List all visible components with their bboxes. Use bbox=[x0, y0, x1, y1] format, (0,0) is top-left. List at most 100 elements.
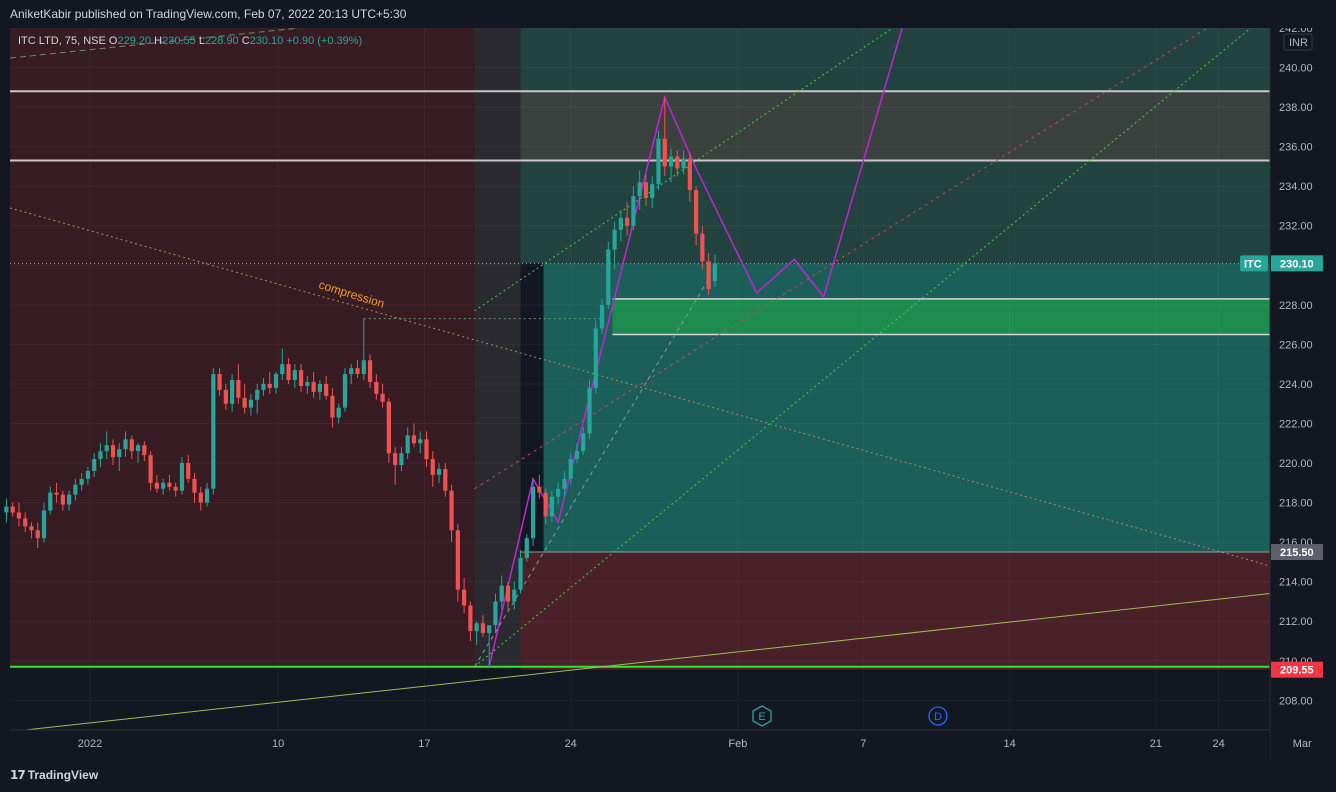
candle-body bbox=[280, 364, 285, 375]
gray-zone bbox=[474, 28, 521, 667]
candle-body bbox=[173, 486, 178, 491]
candle-body bbox=[712, 263, 718, 282]
time-tick-label: 24 bbox=[1212, 738, 1224, 750]
candle-body bbox=[48, 492, 53, 511]
candle-body bbox=[79, 478, 84, 485]
price-tick-label: 236.00 bbox=[1279, 142, 1313, 154]
time-tick-label: 17 bbox=[418, 738, 430, 750]
tradingview-logo-icon: 17 bbox=[10, 768, 26, 782]
low-label: L bbox=[198, 35, 205, 47]
candle-body bbox=[330, 395, 335, 418]
candle-body bbox=[242, 397, 247, 408]
candle-body bbox=[393, 453, 398, 466]
candle-body bbox=[4, 506, 9, 513]
candle-body bbox=[267, 383, 272, 388]
candle-body bbox=[455, 530, 460, 590]
dividend-marker-label: D bbox=[934, 711, 942, 723]
price-tick-label: 240.00 bbox=[1279, 63, 1313, 75]
candle-body bbox=[98, 451, 103, 460]
candle-body bbox=[374, 381, 379, 394]
price-tick-label: 220.00 bbox=[1279, 458, 1313, 470]
candle-body bbox=[198, 492, 203, 503]
candle-body bbox=[10, 506, 15, 513]
candle-body bbox=[92, 459, 97, 471]
time-axis-background bbox=[0, 730, 1270, 760]
candle-body bbox=[248, 399, 254, 408]
dividend-marker-icon[interactable] bbox=[928, 706, 948, 726]
candle-body bbox=[255, 389, 260, 400]
candle-body bbox=[324, 383, 329, 396]
candle-body bbox=[625, 217, 630, 226]
candle-body bbox=[662, 138, 667, 167]
price-tick-label: 238.00 bbox=[1279, 102, 1313, 114]
candle-body bbox=[135, 445, 141, 452]
candle-body bbox=[192, 478, 197, 493]
candle-body bbox=[562, 478, 567, 489]
price-tick-label: 228.00 bbox=[1279, 300, 1313, 312]
price-tick-label: 218.00 bbox=[1279, 498, 1313, 510]
candle-body bbox=[311, 381, 316, 392]
candle-body bbox=[694, 190, 699, 234]
candle-body bbox=[549, 496, 554, 517]
candle-body bbox=[386, 401, 391, 454]
candle-body bbox=[618, 217, 623, 230]
top-left-dashed-line bbox=[9, 27, 300, 59]
change-value: +0.90 (+0.39%) bbox=[286, 35, 363, 47]
candle-body bbox=[643, 182, 649, 199]
candle-body bbox=[336, 407, 341, 418]
publisher-text: AniketKabir published on TradingView.com… bbox=[10, 7, 407, 21]
candle-body bbox=[317, 383, 322, 392]
candle-body bbox=[298, 370, 304, 386]
time-tick-label: 21 bbox=[1150, 738, 1162, 750]
candle-body bbox=[186, 463, 191, 479]
candle-body bbox=[443, 468, 448, 491]
candle-body bbox=[574, 451, 580, 460]
candle-body bbox=[449, 490, 454, 531]
price-tick-label: 222.00 bbox=[1279, 418, 1313, 430]
candle-body bbox=[179, 463, 185, 491]
open-value: 229.20 bbox=[117, 35, 152, 47]
candle-body bbox=[530, 486, 536, 539]
high-label: H bbox=[154, 35, 163, 47]
candle-body bbox=[261, 383, 266, 390]
candle-body bbox=[223, 389, 228, 404]
candle-body bbox=[493, 601, 498, 626]
time-tick-label: 10 bbox=[272, 738, 284, 750]
channel-lower-line bbox=[474, 11, 1271, 668]
candle-body bbox=[273, 374, 279, 388]
symbol-legend: ITC LTD, 75, NSE O229.20 H230.55 L228.90… bbox=[18, 35, 362, 47]
symbol-price-tag bbox=[1240, 255, 1268, 272]
candle-body bbox=[424, 439, 429, 460]
candle-body bbox=[700, 233, 705, 262]
price-tick-label: 208.00 bbox=[1279, 695, 1313, 707]
projection-path bbox=[488, 17, 906, 667]
candle-body bbox=[117, 449, 122, 458]
candle-body bbox=[675, 156, 680, 169]
gray-diagonal-line bbox=[474, 278, 710, 667]
price-tick-label: 224.00 bbox=[1279, 379, 1313, 391]
candle-body bbox=[681, 158, 686, 169]
candle-body bbox=[204, 488, 210, 503]
candle-body bbox=[230, 379, 235, 404]
stop-zone bbox=[520, 552, 1270, 670]
open-label: O bbox=[108, 35, 118, 47]
tradingview-logo[interactable]: 17 TradingView bbox=[10, 768, 98, 782]
candle-body bbox=[468, 605, 473, 632]
currency-badge bbox=[1283, 33, 1313, 51]
price-tag-value: 230.10 bbox=[1280, 258, 1314, 270]
low-value: 228.90 bbox=[204, 35, 239, 47]
candle-body bbox=[593, 328, 598, 388]
candle-body bbox=[123, 439, 128, 450]
earnings-marker-icon[interactable] bbox=[752, 705, 772, 727]
price-axis-background bbox=[1270, 28, 1336, 760]
candle-body bbox=[499, 585, 504, 602]
candle-body bbox=[399, 453, 404, 466]
candle-body bbox=[599, 304, 605, 329]
candle-body bbox=[54, 492, 59, 495]
earnings-marker-label: E bbox=[758, 711, 765, 723]
candle-body bbox=[405, 435, 410, 454]
candle-body bbox=[568, 459, 573, 479]
symbol-name: ITC LTD, 75, NSE bbox=[18, 35, 106, 47]
candle-body bbox=[581, 433, 586, 452]
